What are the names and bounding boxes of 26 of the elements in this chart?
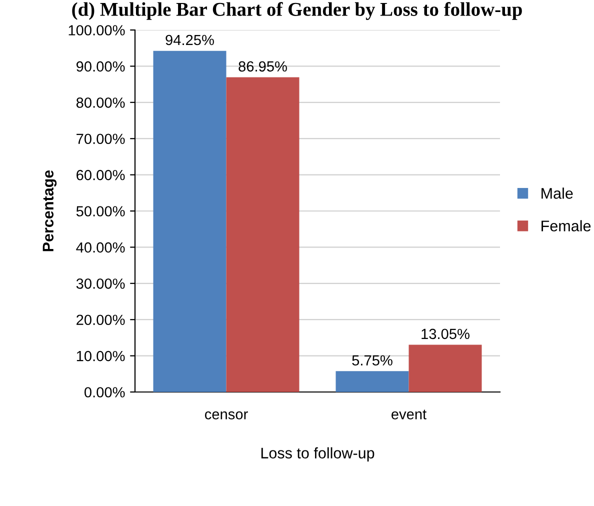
y-tick-label: 80.00% [76,98,125,108]
data-label: 86.95% [238,61,287,72]
x-tick-label: event [392,410,426,420]
data-label: 5.75% [352,355,392,366]
bar [226,77,300,392]
y-tick-label: 20.00% [76,314,125,326]
x-axis-title: Loss to follow-up [261,447,374,462]
x-tick-label: censor [204,411,248,420]
data-label: 13.05% [422,328,470,340]
y-tick-label: 70.00% [76,134,125,144]
y-tick-label: 10.00% [76,350,125,362]
y-tick-label: 40.00% [76,242,125,253]
bar [153,50,226,392]
y-tick-label: 60.00% [76,170,125,180]
chart-title: (d) Multiple Bar Chart of Gender by Loss to follow-up [72,2,522,20]
legend-label: Female [542,220,591,232]
y-tick-label: 100.00% [68,25,125,36]
data-label: 94.25% [166,34,214,46]
y-tick-label: 30.00% [76,278,125,289]
bar [336,371,409,392]
y-tick-label: 50.00% [76,206,125,216]
legend-label: Male [542,188,573,199]
y-axis-title: Percentage [42,170,57,252]
y-tick-label: 90.00% [76,61,125,72]
bar [408,344,482,392]
y-tick-label: 0.00% [84,387,125,398]
